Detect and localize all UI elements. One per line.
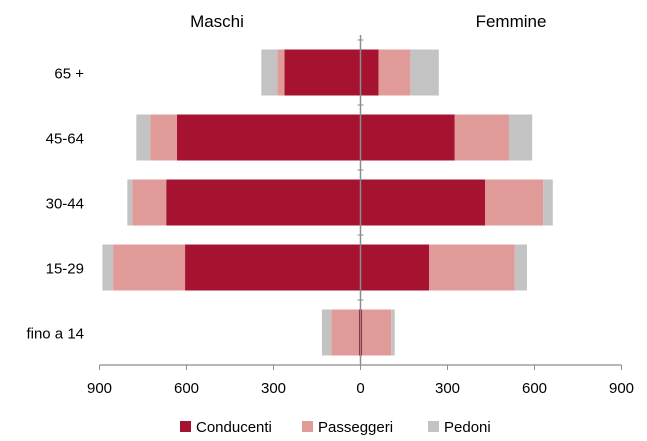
bar-female-conducenti-2 [360, 179, 486, 226]
bar-male-conducenti-0 [284, 49, 361, 96]
bar-female-pedoni-2 [543, 179, 553, 226]
x-tick-label: 900 [609, 380, 634, 397]
bar-female-passeggeri-0 [378, 49, 411, 96]
legend-label-conducenti: Conducenti [196, 419, 272, 436]
bar-female-conducenti-4 [360, 309, 363, 356]
bar-female-passeggeri-2 [485, 179, 544, 226]
bar-male-passeggeri-4 [331, 309, 359, 356]
category-label: 45-64 [46, 131, 84, 148]
bar-female-conducenti-0 [360, 49, 379, 96]
bar-female-pedoni-0 [410, 49, 439, 96]
x-tick-label: 300 [261, 380, 286, 397]
bar-male-pedoni-4 [321, 309, 332, 356]
x-tick-label: 600 [522, 380, 547, 397]
x-tick-label: 0 [356, 380, 364, 397]
bar-female-passeggeri-4 [362, 309, 392, 356]
x-tick-label: 300 [435, 380, 460, 397]
x-tick-label: 900 [87, 380, 112, 397]
legend-swatch-pedoni [428, 421, 439, 432]
bar-female-passeggeri-1 [454, 114, 509, 161]
x-axis: 900 600 300 0 300 600 900 [87, 35, 634, 397]
bar-male-pedoni-3 [102, 244, 114, 291]
bar-male-conducenti-3 [185, 244, 361, 291]
category-label: 65 + [54, 66, 84, 83]
category-label: fino a 14 [26, 326, 84, 343]
legend: Conducenti Passeggeri Pedoni [180, 419, 491, 436]
legend-swatch-conducenti [180, 421, 191, 432]
legend-label-passeggeri: Passeggeri [318, 419, 393, 436]
bar-male-passeggeri-3 [113, 244, 186, 291]
bars-layer [102, 49, 553, 356]
bar-male-passeggeri-2 [132, 179, 167, 226]
legend-swatch-passeggeri [302, 421, 313, 432]
x-tick-label: 600 [174, 380, 199, 397]
right-group-title: Femmine [476, 12, 547, 31]
bar-female-conducenti-3 [360, 244, 430, 291]
bar-male-passeggeri-1 [150, 114, 177, 161]
bar-male-passeggeri-0 [277, 49, 285, 96]
bar-male-pedoni-0 [261, 49, 278, 96]
category-label: 15-29 [46, 261, 84, 278]
bar-female-pedoni-1 [508, 114, 533, 161]
left-group-title: Maschi [190, 12, 244, 31]
bar-male-conducenti-4 [358, 309, 361, 356]
bar-female-pedoni-4 [391, 309, 395, 356]
bar-male-conducenti-1 [176, 114, 361, 161]
bar-female-pedoni-3 [514, 244, 527, 291]
category-labels: 65 + 45-64 30-44 15-29 fino a 14 [26, 66, 84, 343]
bar-male-pedoni-2 [127, 179, 133, 226]
bar-female-passeggeri-3 [429, 244, 515, 291]
category-label: 30-44 [46, 196, 84, 213]
bar-male-pedoni-1 [136, 114, 151, 161]
legend-label-pedoni: Pedoni [444, 419, 491, 436]
bar-female-conducenti-1 [360, 114, 455, 161]
bar-male-conducenti-2 [166, 179, 361, 226]
